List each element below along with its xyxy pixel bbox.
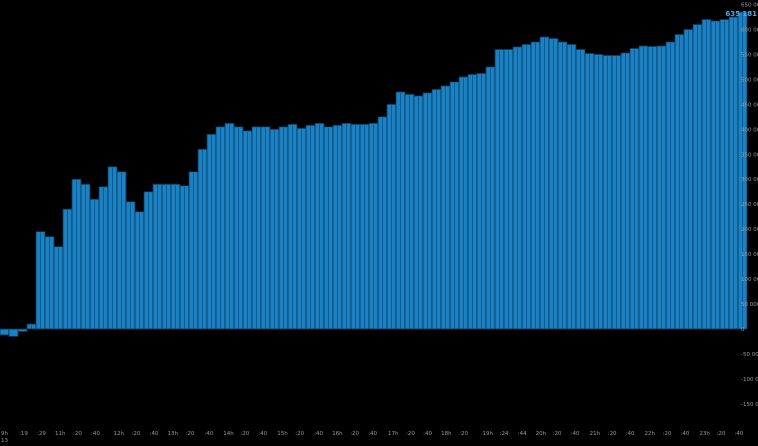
x-tick-label: :20 (295, 431, 304, 437)
x-tick-label: 12h (114, 431, 125, 437)
x-tick-label: 13h (168, 431, 179, 437)
x-tick-label: 17h (388, 431, 399, 437)
y-tick-label: 350 000 (741, 152, 758, 158)
x-tick-label: :20 (350, 431, 359, 437)
x-tick-label: 19h (483, 431, 494, 437)
bar (8, 328, 19, 337)
x-tick-label: :40 (626, 431, 635, 437)
x-tick-label: :40 (571, 431, 580, 437)
x-tick-label: :40 (735, 431, 744, 437)
y-axis: 650 000 600 000 550 000 500 000 450 000 400 0… (741, 3, 758, 408)
x-tick-label: 16h (332, 431, 343, 437)
x-tick-label: :40 (150, 431, 159, 437)
x-tick-label: :40 (681, 431, 690, 437)
x-tick-label: :20 (406, 431, 415, 437)
x-tick-label: :29 (37, 431, 46, 437)
x-tick-label: 11h (55, 431, 66, 437)
y-tick-label: 150 000 (741, 252, 758, 258)
y-tick-label: 650 000 (741, 3, 758, 9)
y-tick-label: 50 000 (741, 302, 758, 308)
x-tick-label: :40 (368, 431, 377, 437)
x-tick-label: :40 (423, 431, 432, 437)
x-tick-label: :40 (258, 431, 267, 437)
y-tick-label: -50 000 (741, 352, 758, 358)
x-tick-label: :19 (19, 431, 28, 437)
y-tick-label: 550 000 (741, 52, 758, 58)
x-tick-label: :20 (553, 431, 562, 437)
x-tick-label: :20 (132, 431, 141, 437)
y-tick-label: 600 000 (741, 27, 758, 33)
y-tick-label: 300 000 (741, 177, 758, 183)
y-tick-label: 450 000 (741, 102, 758, 108)
y-tick-label: 200 000 (741, 227, 758, 233)
y-tick-label: -100 000 (741, 377, 758, 383)
x-tick-sublabel: 13 (1, 438, 8, 444)
y-tick-label: 250 000 (741, 202, 758, 208)
x-tick-label: 23h (699, 431, 710, 437)
y-tick-label: 400 000 (741, 127, 758, 133)
x-tick-label: :20 (73, 431, 82, 437)
x-tick-label: 21h (590, 431, 601, 437)
x-tick-label: 9h (1, 431, 8, 437)
x-tick-label: :20 (459, 431, 468, 437)
x-tick-label: :20 (240, 431, 249, 437)
y-tick-label: 100 000 (741, 277, 758, 283)
x-tick-label: 18h (441, 431, 452, 437)
x-tick-label: :40 (204, 431, 213, 437)
x-tick-label: 14h (223, 431, 234, 437)
x-tick-label: :40 (91, 431, 100, 437)
x-tick-label: :20 (663, 431, 672, 437)
x-tick-label: 22h (645, 431, 656, 437)
x-tick-label: :40 (314, 431, 323, 437)
x-tick-label: :20 (717, 431, 726, 437)
y-tick-label: 0 (741, 327, 745, 333)
x-tick-label: :24 (500, 431, 509, 437)
x-tick-label: :44 (518, 431, 527, 437)
current-value-label: 635 181 (725, 10, 757, 18)
x-tick-label: 15h (277, 431, 288, 437)
x-tick-label: :20 (186, 431, 195, 437)
bars-group (0, 11, 748, 337)
y-tick-label: 500 000 (741, 77, 758, 83)
x-tick-label: 20h (536, 431, 547, 437)
x-tick-label: :20 (608, 431, 617, 437)
y-tick-label: -150 000 (741, 402, 758, 408)
